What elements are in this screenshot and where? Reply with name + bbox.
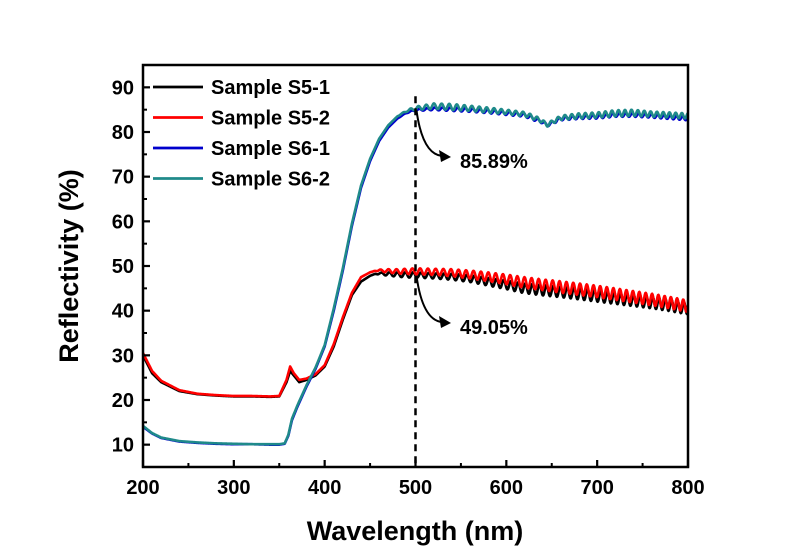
tick-layer: 200 300 400 500 600 700 800 10 20 30 40 50 60 70 80 90 [112,77,705,499]
y-tick-label: 70 [112,167,134,189]
x-axis-title: Wavelength (nm) [307,516,524,546]
y-tick-label: 10 [112,435,134,457]
y-tick-label: 40 [112,301,134,323]
y-tick-label: 80 [112,122,134,144]
y-tick-label: 20 [112,390,134,412]
annotation-arrowhead-2 [439,316,451,328]
legend-label-2: Sample S5-2 [211,108,330,130]
legend: Sample S5-1 Sample S5-2 Sample S6-1 Sample … [153,77,330,191]
y-tick-label: 50 [112,256,134,278]
annotation-arrow-1 [415,110,443,157]
annotation-arrowhead-1 [439,150,451,162]
x-tick-label: 200 [126,477,159,499]
legend-label-1: Sample S5-1 [211,77,330,99]
annotation-label-2: 49.05% [460,317,528,339]
y-tick-label: 60 [112,211,134,233]
x-tick-label: 800 [671,477,704,499]
x-tick-label: 700 [580,477,613,499]
annotation-layer: 85.89% 49.05% [415,110,528,339]
x-tick-label: 600 [490,477,523,499]
x-tick-label: 400 [308,477,341,499]
y-tick-label: 30 [112,345,134,367]
x-tick-label: 300 [217,477,250,499]
y-tick-label: 90 [112,77,134,99]
annotation-arrow-2 [415,275,443,323]
x-tick-label: 500 [399,477,432,499]
annotation-label-1: 85.89% [460,151,528,173]
legend-label-3: Sample S6-1 [211,138,330,160]
legend-label-4: Sample S6-2 [211,169,330,191]
series-line-2 [143,267,688,398]
y-axis-title: Reflectivity (%) [54,169,84,363]
